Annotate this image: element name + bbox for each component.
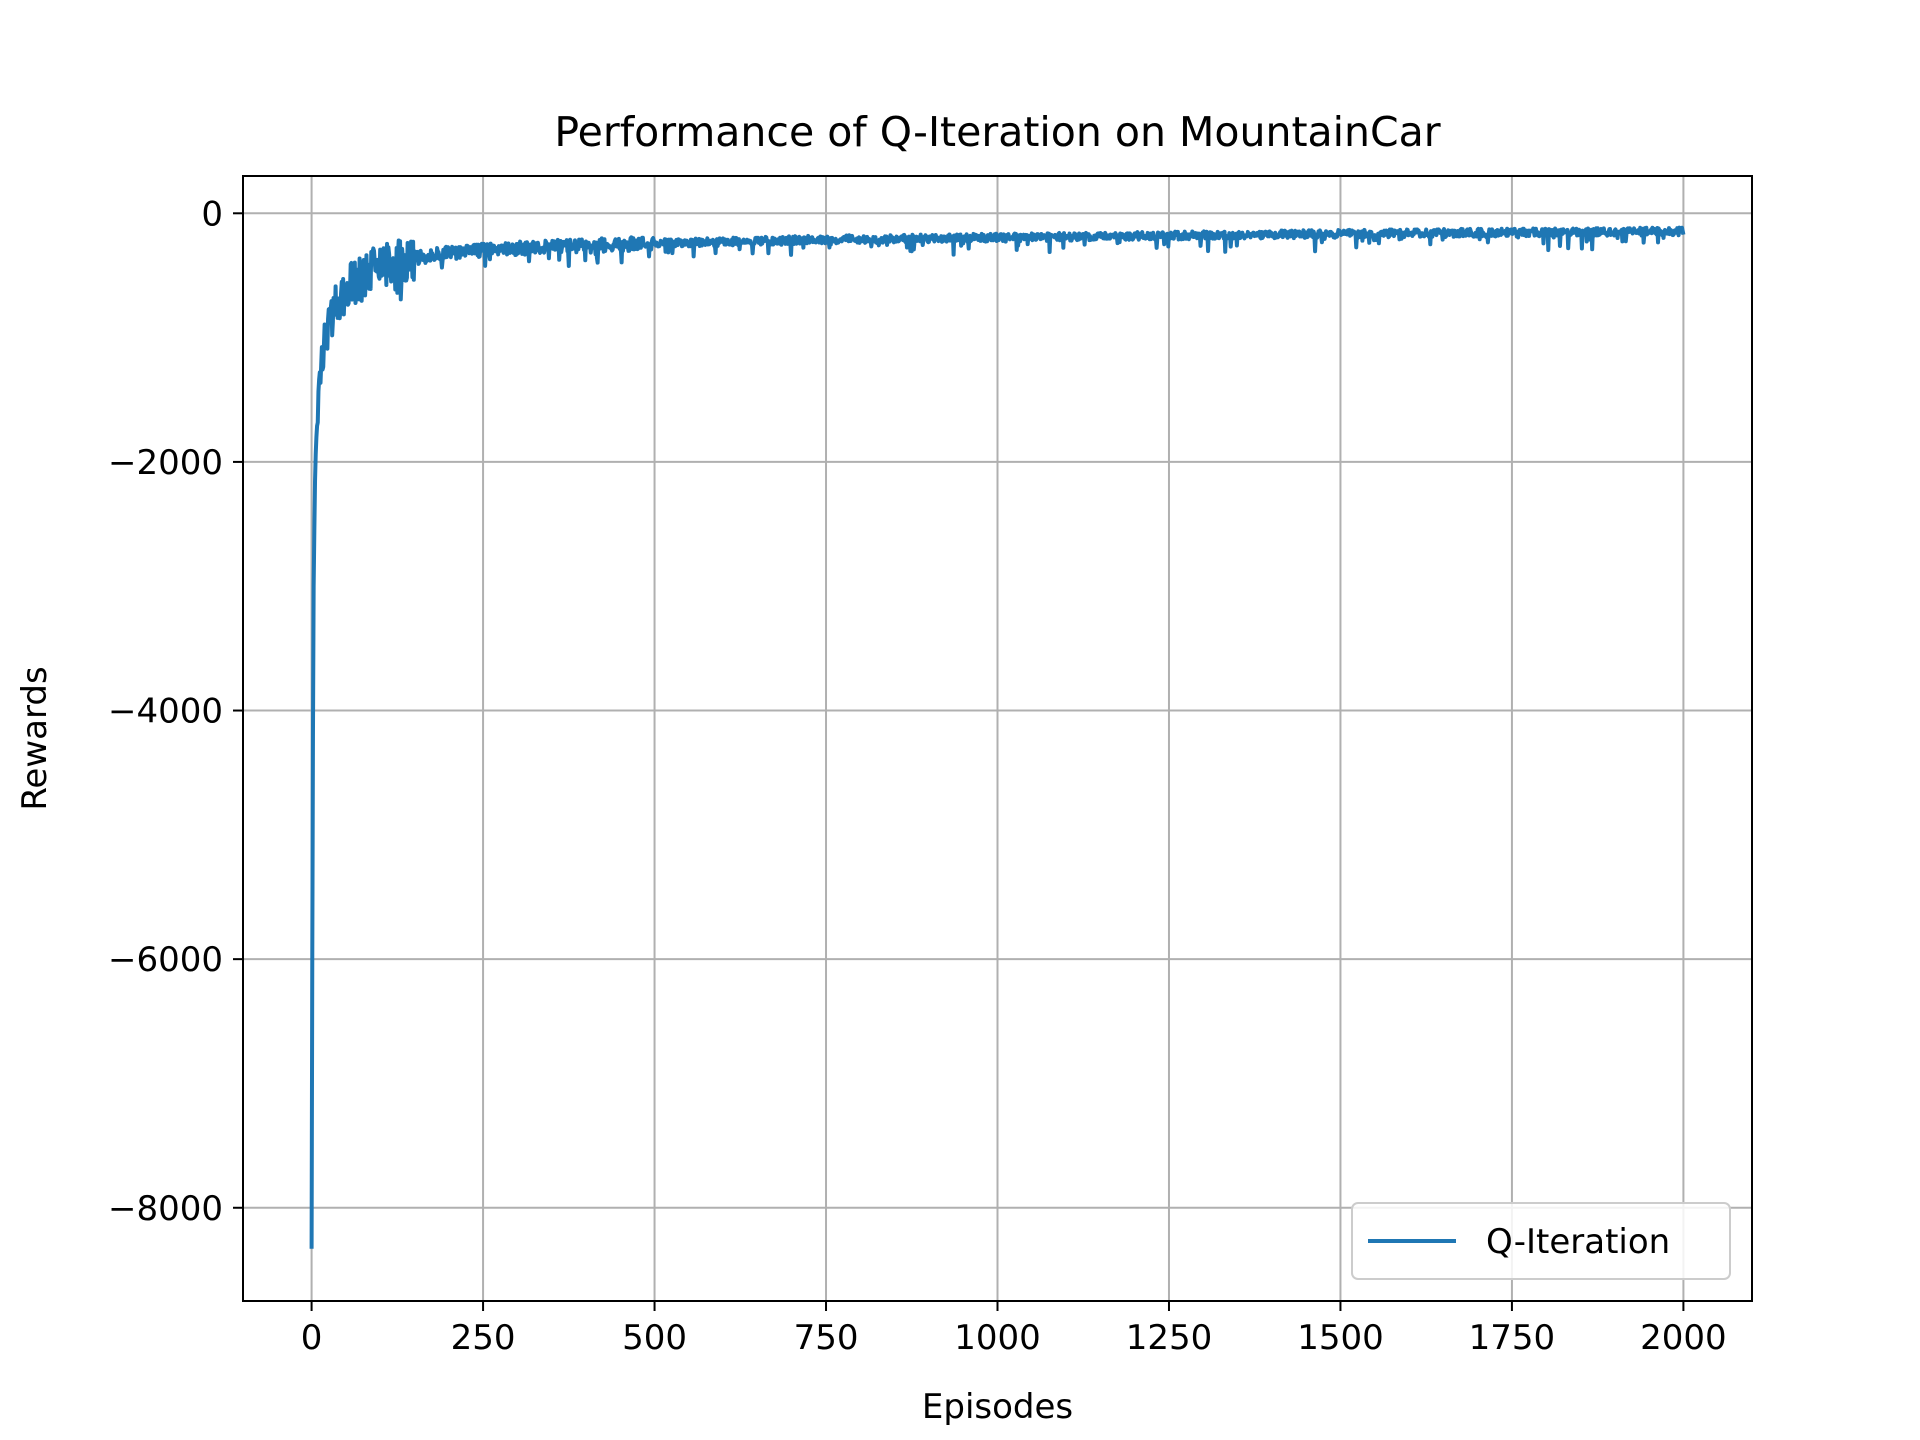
- chart-title: Performance of Q-Iteration on MountainCa…: [554, 108, 1440, 156]
- y-axis-title: Rewards: [15, 666, 55, 810]
- x-tick-label: 2000: [1640, 1318, 1727, 1358]
- series-layer: [309, 225, 1686, 1249]
- legend-box: [1351, 1202, 1731, 1280]
- ticks: 0 250 500 750 1000 1250 1500 1750 2000 0 −2000 −400…: [108, 194, 1727, 1358]
- x-tick-label: 750: [794, 1318, 859, 1358]
- x-axis-title: Episodes: [922, 1387, 1073, 1427]
- grid: [243, 176, 1752, 1301]
- y-tick-label: −8000: [108, 1189, 223, 1229]
- x-tick-label: 250: [451, 1318, 516, 1358]
- legend: Q-Iteration: [1351, 1202, 1731, 1280]
- x-tick-label: 1250: [1126, 1318, 1213, 1358]
- legend-label: Q-Iteration: [1486, 1222, 1670, 1262]
- x-tick-label: 1000: [954, 1318, 1041, 1358]
- y-tick-label: −2000: [108, 443, 223, 483]
- series-line-0: [309, 225, 1686, 1249]
- y-tick-label: 0: [201, 194, 223, 234]
- x-tick-label: 500: [622, 1318, 687, 1358]
- x-tick-label: 0: [301, 1318, 323, 1358]
- y-tick-label: −6000: [108, 940, 223, 980]
- x-tick-label: 1750: [1469, 1318, 1556, 1358]
- x-tick-label: 1500: [1297, 1318, 1384, 1358]
- y-tick-label: −4000: [108, 692, 223, 732]
